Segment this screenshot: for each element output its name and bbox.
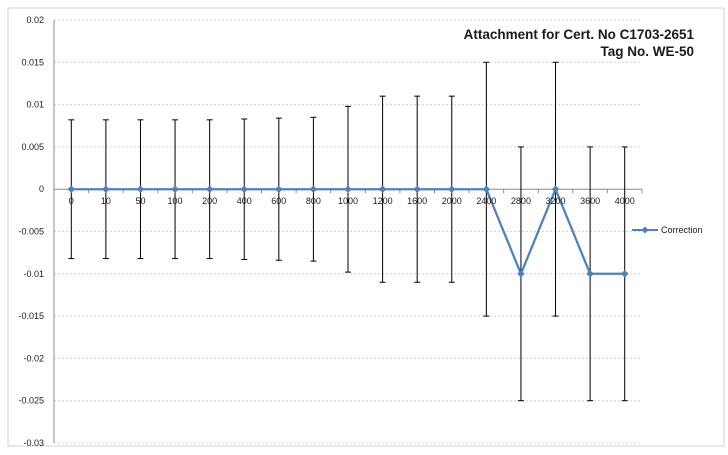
x-tick-label: 3600 — [580, 196, 600, 206]
x-tick-label: 2800 — [511, 196, 531, 206]
x-tick-label: 400 — [237, 196, 252, 206]
y-tick-label: -0.02 — [23, 353, 44, 363]
y-tick-label: -0.03 — [23, 438, 44, 448]
x-tick-label: 1600 — [407, 196, 427, 206]
data-point — [136, 185, 145, 194]
x-tick-label: 2400 — [476, 196, 496, 206]
data-point — [205, 185, 214, 194]
x-axis-ticks: 0 10 50 100 200 400 600 800 1000 1200 1600 2000 2400… — [69, 196, 635, 206]
chart-title: Attachment for Cert. No C1703-2651 Tag N… — [464, 26, 694, 60]
data-point — [551, 185, 560, 194]
data-point — [586, 269, 594, 278]
y-tick-label: 0.01 — [26, 100, 44, 110]
data-point — [378, 185, 387, 194]
x-tick-label: 50 — [135, 196, 145, 206]
x-tick-label: 600 — [271, 196, 286, 206]
data-point — [274, 185, 283, 194]
y-tick-label: -0.015 — [18, 311, 44, 321]
x-tick-label: 1200 — [373, 196, 393, 206]
data-point — [620, 269, 629, 278]
data-point — [413, 185, 422, 194]
data-point — [67, 185, 76, 194]
y-tick-label: -0.01 — [23, 269, 44, 279]
y-axis-ticks: 0.02 0.015 0.01 0.005 0 -0.005 -0.01 -0.015 -0.0… — [18, 15, 44, 448]
data-point — [171, 185, 179, 194]
x-tick-label: 4000 — [615, 196, 635, 206]
legend-marker-icon — [632, 226, 658, 234]
data-point — [482, 185, 491, 194]
gridlines — [53, 19, 642, 444]
data-point — [344, 185, 352, 194]
x-tick-label: 3200 — [546, 196, 566, 206]
x-tick-label: 10 — [101, 196, 111, 206]
y-tick-label: 0.015 — [21, 57, 44, 67]
y-tick-label: -0.005 — [18, 227, 44, 237]
x-tick-label: 0 — [69, 196, 74, 206]
x-tick-label: 100 — [168, 196, 183, 206]
data-point — [102, 185, 110, 194]
x-tick-label: 1000 — [338, 196, 358, 206]
y-tick-label: -0.025 — [18, 396, 44, 406]
y-tick-label: 0.02 — [26, 15, 44, 25]
title-line-2: Tag No. WE-50 — [600, 44, 694, 59]
y-tick-label: 0 — [39, 184, 44, 194]
series-correction — [67, 185, 629, 278]
legend-label: Correction — [661, 225, 703, 235]
x-tick-label: 200 — [202, 196, 217, 206]
title-line-1: Attachment for Cert. No C1703-2651 — [463, 27, 694, 42]
data-point — [240, 185, 249, 194]
x-tick-label: 800 — [306, 196, 321, 206]
x-tick-label: 2000 — [442, 196, 462, 206]
y-tick-label: 0.005 — [21, 142, 44, 152]
data-point — [517, 269, 525, 278]
data-point — [309, 185, 318, 194]
data-point — [447, 185, 456, 194]
legend: Correction — [632, 225, 703, 235]
